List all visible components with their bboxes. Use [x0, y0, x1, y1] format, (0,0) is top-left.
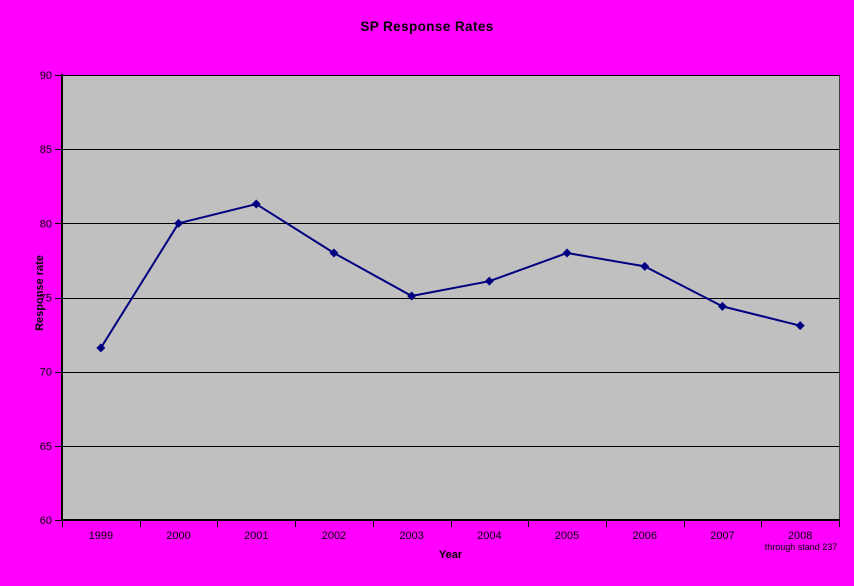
x-tick-label-2008: 2008: [788, 530, 812, 542]
x-tick-label-2001: 2001: [244, 530, 268, 542]
data-point-2004: [484, 276, 494, 286]
y-tick-label-70: 70: [40, 367, 52, 379]
y-tick-label-85: 85: [40, 144, 52, 156]
data-line: [100, 203, 801, 349]
y-tick-label-90: 90: [40, 70, 52, 82]
data-point-2008: [795, 321, 805, 331]
plot-area: [62, 75, 839, 520]
data-point-2003: [407, 291, 417, 301]
y-tick-label-75: 75: [40, 293, 52, 305]
data-point-2001: [251, 199, 261, 209]
x-tick-label-2004: 2004: [477, 530, 501, 542]
data-point-2007: [717, 301, 727, 311]
y-tick-label-65: 65: [40, 441, 52, 453]
data-point-2002: [329, 248, 339, 258]
y-tick-label-60: 60: [40, 515, 52, 527]
x-tick-label-2006: 2006: [633, 530, 657, 542]
chart-note: through stand 237: [764, 542, 838, 552]
x-tick-label-2002: 2002: [322, 530, 346, 542]
y-tick-label-80: 80: [40, 218, 52, 230]
x-tick-label-2000: 2000: [166, 530, 190, 542]
x-tick-label-2007: 2007: [710, 530, 734, 542]
data-point-2005: [562, 248, 572, 258]
x-axis-title: Year: [438, 549, 463, 561]
data-point-2000: [174, 218, 184, 228]
x-tick-label-1999: 1999: [89, 530, 113, 542]
data-point-2006: [640, 261, 650, 271]
x-tick-label-2005: 2005: [555, 530, 579, 542]
chart-title: SP Response Rates: [360, 19, 494, 34]
x-tick-label-2003: 2003: [399, 530, 423, 542]
data-point-1999: [96, 343, 106, 353]
